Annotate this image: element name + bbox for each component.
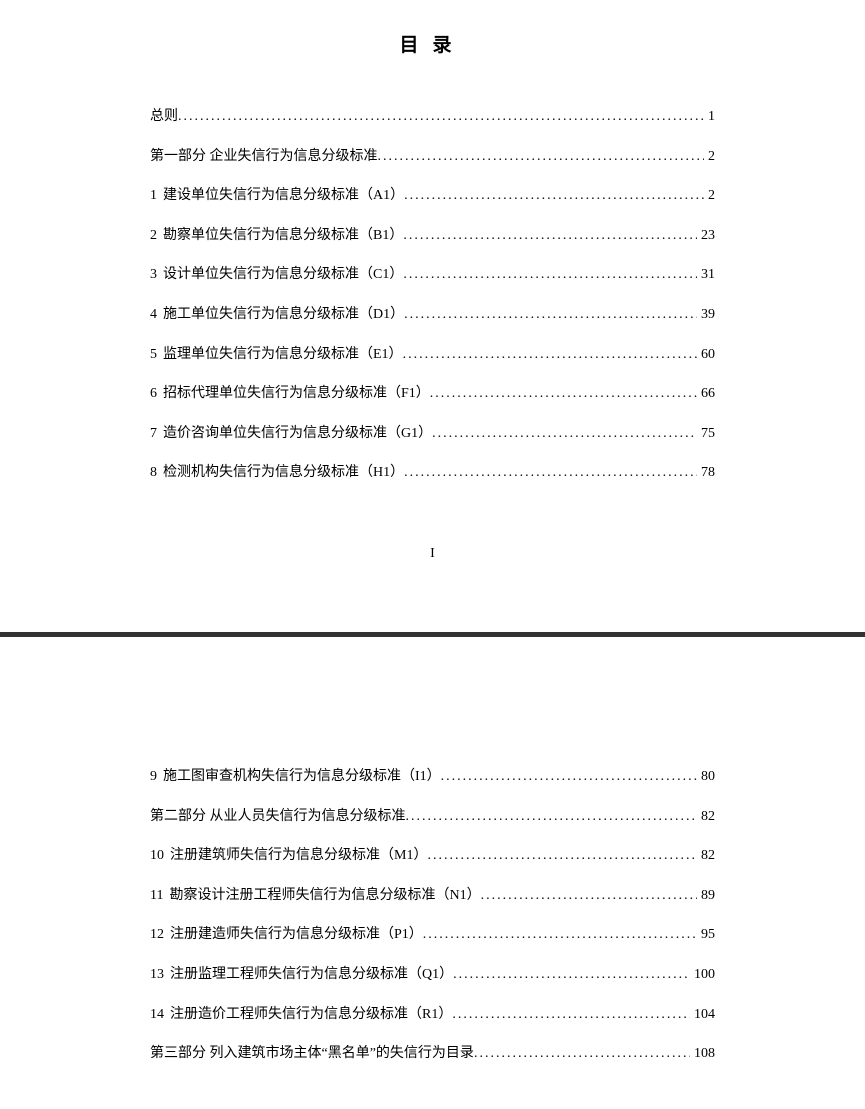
toc-entry-number: 7 bbox=[150, 424, 157, 444]
toc-entry-page: 78 bbox=[697, 463, 715, 483]
toc-entry-number: 9 bbox=[150, 767, 157, 787]
toc-entry-label: 监理单位失信行为信息分级标准（E1） bbox=[163, 345, 403, 365]
toc-list-page-2: 9 施工图审查机构失信行为信息分级标准（I1）..................… bbox=[150, 767, 715, 1064]
toc-entry-number: 3 bbox=[150, 265, 157, 285]
toc-row: 9 施工图审查机构失信行为信息分级标准（I1）..................… bbox=[150, 767, 715, 787]
toc-row: 4 施工单位失信行为信息分级标准（D1）.....................… bbox=[150, 305, 715, 325]
toc-entry-page: 82 bbox=[697, 846, 715, 866]
toc-entry-label: 建设单位失信行为信息分级标准（A1） bbox=[163, 186, 404, 206]
toc-row: 第三部分 列入建筑市场主体“黑名单”的失信行为目录...............… bbox=[150, 1044, 715, 1064]
toc-leader-dots: ........................................… bbox=[404, 186, 704, 206]
toc-leader-dots: ........................................… bbox=[378, 147, 705, 167]
toc-row: 12 注册建造师失信行为信息分级标准（P1）...................… bbox=[150, 925, 715, 945]
toc-row: 3 设计单位失信行为信息分级标准（C1）.....................… bbox=[150, 265, 715, 285]
toc-entry-number: 1 bbox=[150, 186, 157, 206]
toc-entry-label: 注册建造师失信行为信息分级标准（P1） bbox=[170, 925, 423, 945]
toc-entry-label: 检测机构失信行为信息分级标准（H1） bbox=[163, 463, 404, 483]
toc-entry-label: 造价咨询单位失信行为信息分级标准（G1） bbox=[163, 424, 432, 444]
toc-leader-dots: ........................................… bbox=[441, 767, 697, 787]
toc-entry-label: 注册建筑师失信行为信息分级标准（M1） bbox=[170, 846, 427, 866]
toc-leader-dots: ........................................… bbox=[430, 384, 697, 404]
toc-entry-page: 82 bbox=[697, 807, 715, 827]
toc-entry-number: 6 bbox=[150, 384, 157, 404]
toc-entry-label: 施工单位失信行为信息分级标准（D1） bbox=[163, 305, 404, 325]
toc-entry-number: 10 bbox=[150, 846, 164, 866]
toc-entry-page: 80 bbox=[697, 767, 715, 787]
toc-leader-dots: ........................................… bbox=[452, 1005, 690, 1025]
toc-row: 10 注册建筑师失信行为信息分级标准（M1）...................… bbox=[150, 846, 715, 866]
toc-row: 5 监理单位失信行为信息分级标准（E1）.....................… bbox=[150, 345, 715, 365]
toc-leader-dots: ........................................… bbox=[427, 846, 697, 866]
toc-leader-dots: ........................................… bbox=[403, 265, 697, 285]
toc-leader-dots: ........................................… bbox=[404, 463, 697, 483]
toc-entry-label: 勘察单位失信行为信息分级标准（B1） bbox=[163, 226, 403, 246]
toc-entry-page: 1 bbox=[704, 107, 715, 127]
toc-entry-number: 4 bbox=[150, 305, 157, 325]
toc-entry-label: 注册监理工程师失信行为信息分级标准（Q1） bbox=[170, 965, 453, 985]
toc-entry-label: 总则 bbox=[150, 107, 178, 127]
toc-page-1: 目录 总则...................................… bbox=[0, 0, 865, 632]
toc-leader-dots: ........................................… bbox=[403, 226, 697, 246]
toc-row: 13 注册监理工程师失信行为信息分级标准（Q1）.................… bbox=[150, 965, 715, 985]
toc-entry-label: 注册造价工程师失信行为信息分级标准（R1） bbox=[170, 1005, 452, 1025]
toc-entry-number: 11 bbox=[150, 886, 163, 906]
toc-list-page-1: 总则......................................… bbox=[150, 107, 715, 483]
toc-entry-page: 104 bbox=[690, 1005, 715, 1025]
toc-entry-label: 招标代理单位失信行为信息分级标准（F1） bbox=[163, 384, 430, 404]
toc-entry-page: 66 bbox=[697, 384, 715, 404]
toc-entry-number: 2 bbox=[150, 226, 157, 246]
toc-entry-page: 23 bbox=[697, 226, 715, 246]
page-title: 目录 bbox=[150, 30, 715, 57]
toc-leader-dots: ........................................… bbox=[403, 345, 697, 365]
toc-row: 总则......................................… bbox=[150, 107, 715, 127]
toc-entry-page: 2 bbox=[704, 147, 715, 167]
toc-leader-dots: ........................................… bbox=[406, 807, 698, 827]
toc-row: 6 招标代理单位失信行为信息分级标准（F1）...................… bbox=[150, 384, 715, 404]
page-number-marker: I bbox=[0, 546, 865, 562]
toc-entry-label: 施工图审查机构失信行为信息分级标准（I1） bbox=[163, 767, 441, 787]
toc-entry-label: 第二部分 从业人员失信行为信息分级标准 bbox=[150, 807, 406, 827]
toc-entry-page: 39 bbox=[697, 305, 715, 325]
toc-entry-label: 设计单位失信行为信息分级标准（C1） bbox=[163, 265, 403, 285]
toc-entry-page: 31 bbox=[697, 265, 715, 285]
toc-entry-page: 100 bbox=[690, 965, 715, 985]
toc-leader-dots: ........................................… bbox=[432, 424, 697, 444]
toc-entry-number: 14 bbox=[150, 1005, 164, 1025]
toc-row: 1 建设单位失信行为信息分级标准（A1）.....................… bbox=[150, 186, 715, 206]
toc-row: 8 检测机构失信行为信息分级标准（H1）.....................… bbox=[150, 463, 715, 483]
toc-entry-page: 2 bbox=[704, 186, 715, 206]
toc-entry-number: 8 bbox=[150, 463, 157, 483]
toc-leader-dots: ........................................… bbox=[481, 886, 697, 906]
toc-row: 7 造价咨询单位失信行为信息分级标准（G1）...................… bbox=[150, 424, 715, 444]
toc-row: 第二部分 从业人员失信行为信息分级标准.....................… bbox=[150, 807, 715, 827]
toc-entry-number: 5 bbox=[150, 345, 157, 365]
toc-entry-page: 108 bbox=[690, 1044, 715, 1064]
toc-leader-dots: ........................................… bbox=[423, 925, 697, 945]
toc-row: 14 注册造价工程师失信行为信息分级标准（R1）.................… bbox=[150, 1005, 715, 1025]
toc-entry-page: 89 bbox=[697, 886, 715, 906]
toc-row: 11 勘察设计注册工程师失信行为信息分级标准（N1）...............… bbox=[150, 886, 715, 906]
toc-entry-label: 第一部分 企业失信行为信息分级标准 bbox=[150, 147, 378, 167]
toc-leader-dots: ........................................… bbox=[474, 1044, 690, 1064]
toc-leader-dots: ........................................… bbox=[178, 107, 704, 127]
toc-entry-number: 12 bbox=[150, 925, 164, 945]
toc-leader-dots: ........................................… bbox=[404, 305, 697, 325]
toc-row: 第一部分 企业失信行为信息分级标准.......................… bbox=[150, 147, 715, 167]
toc-entry-page: 60 bbox=[697, 345, 715, 365]
toc-entry-page: 75 bbox=[697, 424, 715, 444]
toc-entry-number: 13 bbox=[150, 965, 164, 985]
toc-leader-dots: ........................................… bbox=[453, 965, 690, 985]
toc-entry-page: 95 bbox=[697, 925, 715, 945]
toc-entry-label: 第三部分 列入建筑市场主体“黑名单”的失信行为目录 bbox=[150, 1044, 474, 1064]
toc-entry-label: 勘察设计注册工程师失信行为信息分级标准（N1） bbox=[169, 886, 480, 906]
toc-page-2: 9 施工图审查机构失信行为信息分级标准（I1）..................… bbox=[0, 637, 865, 1109]
toc-row: 2 勘察单位失信行为信息分级标准（B1）.....................… bbox=[150, 226, 715, 246]
